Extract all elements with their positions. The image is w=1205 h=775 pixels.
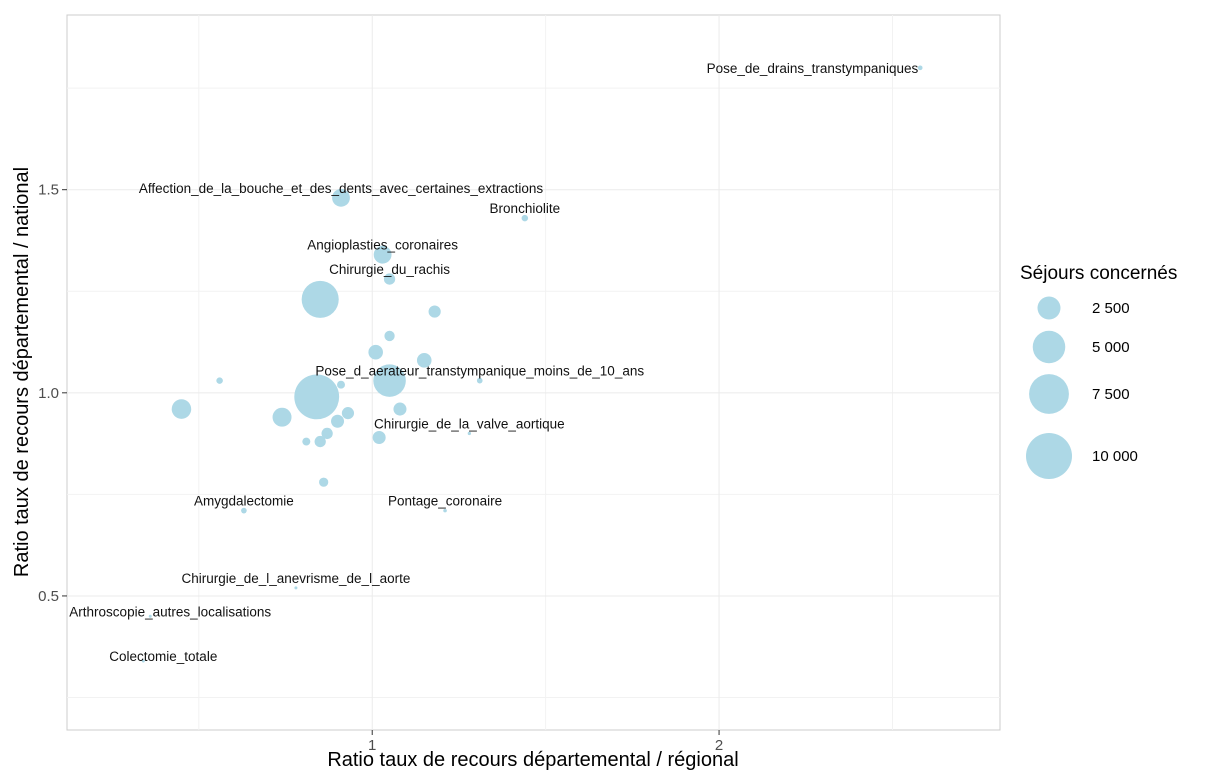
point-label: Colectomie_totale [109,649,217,664]
y-axis-ticks: 0.5 1.0 1.5 [38,182,67,605]
point-labels: Pose_de_drains_transtympaniques Affection… [69,61,918,664]
data-point [337,380,345,389]
data-point [384,330,395,342]
legend-key [1032,330,1066,364]
y-tick-label: 1.0 [38,385,59,402]
point-label: Pose_de_drains_transtympaniques [707,61,919,76]
data-point [216,377,223,384]
legend-title: Séjours concernés [1020,263,1177,284]
data-point [368,344,383,360]
data-point [148,614,152,618]
data-point [428,305,441,318]
data-point [341,407,355,420]
legend-label: 2 500 [1092,300,1130,317]
x-tick-label: 2 [715,737,723,754]
point-label: Chirurgie_de_l_anevrisme_de_l_aorte [181,571,410,586]
point-label: Chirurgie_de_la_valve_aortique [374,416,565,431]
x-tick-label: 1 [368,737,376,754]
legend-key [1037,296,1061,320]
point-label: Angioplasties_coronaires [307,238,458,253]
data-point [171,399,192,419]
point-label: Bronchiolite [490,201,561,216]
data-point [372,430,386,445]
data-point [467,431,471,436]
point-label: Chirurgie_du_rachis [329,262,450,277]
legend-entries: 2 500 5 000 7 500 10 000 [1026,296,1138,479]
data-point [272,407,292,427]
legend-label: 10 000 [1092,448,1138,465]
legend-key [1029,374,1069,414]
data-point [314,435,326,448]
data-point [331,414,345,428]
point-label: Pontage_coronaire [388,494,502,509]
point-label: Arthroscopie_autres_localisations [69,604,271,619]
x-axis-title: Ratio taux de recours départemental / ré… [327,749,738,771]
major-gridlines [67,15,1000,730]
data-point [294,374,340,420]
legend: Séjours concernés 2 500 5 000 7 500 10 000 [1020,263,1177,479]
data-point [416,353,432,368]
y-axis-title: Ratio taux de recours départemental / na… [11,167,33,577]
point-label: Pose_d_aerateur_transtympanique_moins_de… [315,364,644,379]
y-tick-label: 1.5 [38,182,59,199]
legend-label: 5 000 [1092,339,1130,356]
y-tick-label: 0.5 [38,588,59,605]
plot-panel [66,14,1001,731]
data-point [302,437,311,446]
data-point [521,214,529,222]
data-point [393,402,407,416]
data-point [319,477,329,487]
data-point [241,507,247,514]
point-label: Amygdalectomie [194,494,294,509]
data-point [373,364,406,397]
data-point [294,586,298,590]
data-point [301,280,339,318]
data-point [332,188,350,207]
data-point [917,65,923,71]
data-point [141,659,145,663]
data-point [383,273,396,285]
data-point [321,427,333,440]
legend-label: 7 500 [1092,386,1130,403]
minor-gridlines [67,15,1000,730]
data-points [141,65,923,663]
data-point [373,245,392,264]
point-label: Affection_de_la_bouche_et_des_dents_avec… [139,181,544,196]
legend-key [1026,433,1072,479]
data-point [443,508,447,513]
data-point [476,377,483,384]
